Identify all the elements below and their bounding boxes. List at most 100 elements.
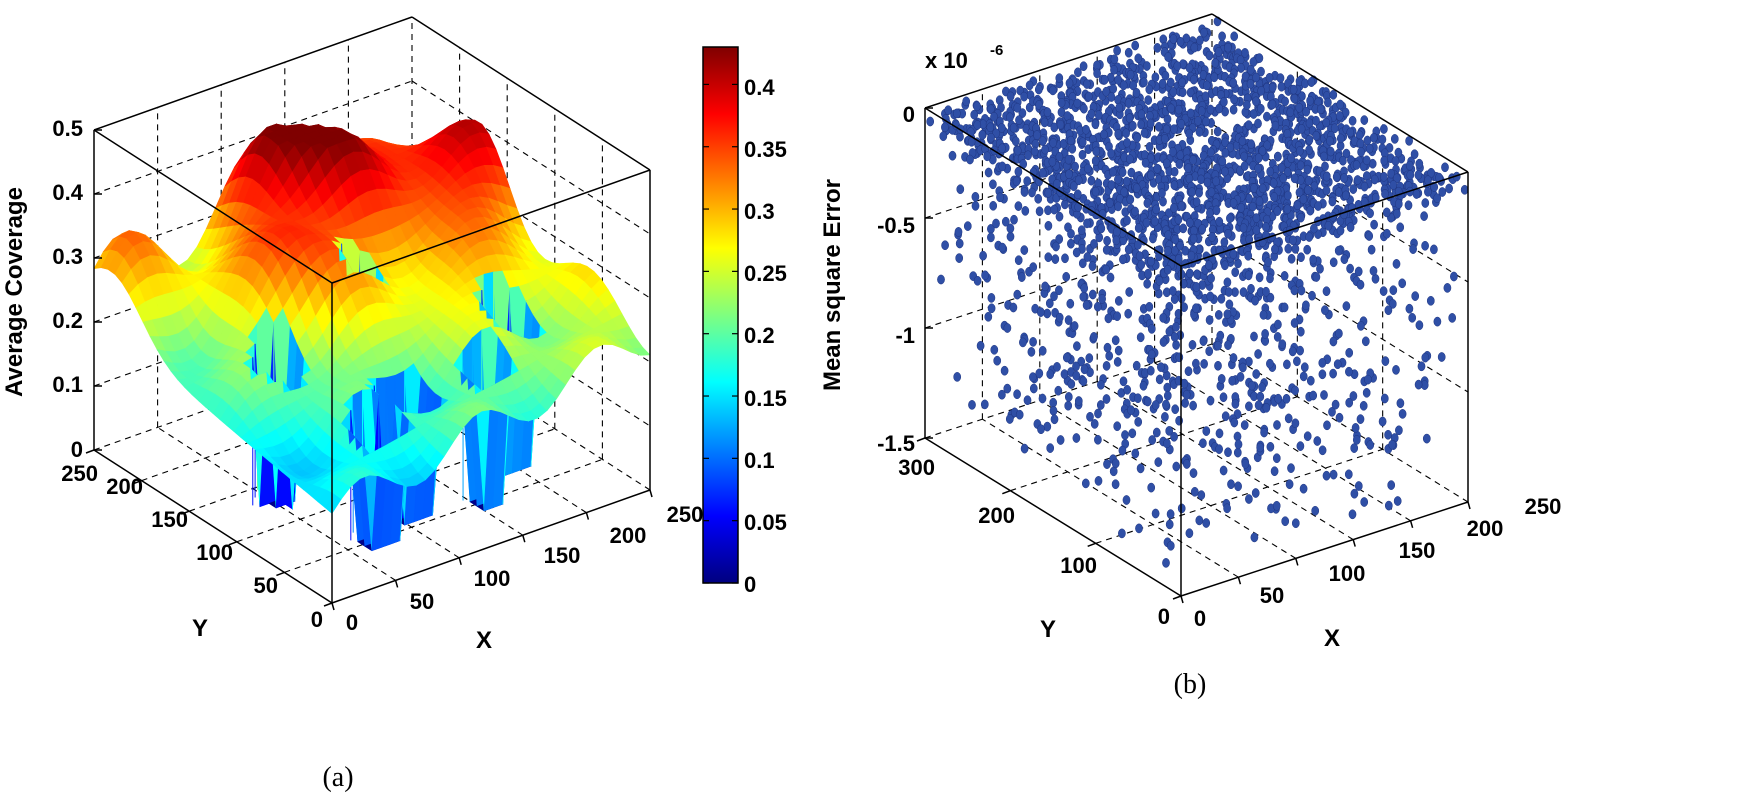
scatter-point (1233, 447, 1242, 458)
scatter-point (1339, 155, 1347, 166)
scatter-point (1379, 286, 1388, 296)
scatter-point (1053, 179, 1061, 189)
scatter-point (1260, 427, 1268, 438)
scatter-point (1072, 247, 1081, 258)
scatter-point (1126, 194, 1135, 205)
scatter-point (1003, 323, 1012, 333)
scatter-point (998, 389, 1006, 400)
scatter-point (1223, 503, 1231, 514)
scatter-point (1297, 285, 1306, 296)
scatter-point (1264, 257, 1272, 267)
x-tick-a-2: 100 (474, 566, 511, 591)
scatter-point (1299, 371, 1308, 382)
scatter-point (1252, 72, 1260, 83)
scatter-point (1189, 74, 1198, 85)
scatter-point (1287, 463, 1295, 473)
scatter-point (1189, 468, 1198, 478)
scatter-point (1216, 330, 1225, 341)
scatter-point (1352, 435, 1361, 445)
scatter-point (1277, 81, 1286, 92)
panel-label-a: (a) (322, 762, 353, 793)
scatter-point (1009, 302, 1018, 313)
scatter-point (1288, 346, 1297, 357)
scatter-point (1036, 307, 1045, 317)
scatter-point (1312, 130, 1321, 141)
scatter-point (1029, 337, 1037, 347)
scatter-point (1088, 289, 1097, 300)
scatter-point (1217, 374, 1226, 384)
z-tick-b-2: -1 (895, 323, 915, 348)
scatter-point (1006, 231, 1015, 242)
colorbar-tick-1: 0.05 (744, 510, 787, 535)
scatter-point (1438, 187, 1447, 197)
scatter-point (1445, 183, 1453, 194)
scatter-point (1136, 463, 1145, 474)
scatter-point (1184, 163, 1193, 173)
scatter-point (1103, 342, 1112, 353)
scatter-point (1124, 308, 1133, 319)
scatter-point (1422, 433, 1431, 444)
scatter-point (1329, 336, 1338, 347)
scatter-point (1114, 296, 1123, 306)
scatter-point (1144, 268, 1152, 279)
scatter-point (1081, 478, 1090, 489)
scatter-point (1185, 528, 1194, 539)
scatter-point (1124, 47, 1133, 58)
tick-mark-b (1087, 542, 1096, 548)
scatter-point (1378, 134, 1387, 145)
scatter-point (1312, 272, 1321, 282)
scatter-point (1302, 300, 1310, 311)
tick-mark-a (522, 534, 526, 543)
scatter-point (1093, 68, 1101, 79)
scatter-point (1077, 225, 1086, 236)
scatter-point (1148, 435, 1157, 445)
scatter-point (1132, 360, 1141, 371)
scatter-point (1326, 146, 1335, 157)
scatter-point (1460, 184, 1469, 195)
y-label-a: Y (192, 615, 208, 642)
scatter-point (1129, 80, 1138, 91)
scatter-point (1159, 313, 1168, 323)
scatter-point (1083, 252, 1092, 262)
scatter-point (1265, 72, 1274, 83)
scatter-point (1186, 87, 1195, 98)
scatter-point (1348, 509, 1357, 520)
scatter-point (952, 108, 961, 119)
scatter-point (1087, 175, 1096, 186)
z-label-b: Mean square Error (819, 179, 846, 391)
tick-mark-b (1237, 576, 1242, 585)
scatter-point (1290, 173, 1299, 184)
z-tick-a-3: 0.3 (52, 244, 83, 269)
scatter-point (978, 129, 987, 140)
scatter-point (1221, 260, 1229, 271)
scatter-point (1102, 361, 1111, 371)
scatter-point (1206, 147, 1215, 158)
scatter-point (984, 167, 993, 178)
scatter-point (1056, 119, 1065, 130)
colorbar-tick-3: 0.15 (744, 386, 787, 411)
scatter-point (1131, 206, 1139, 217)
scatter-point (1049, 85, 1057, 96)
scatter-point (1236, 372, 1245, 382)
scatter-point (1342, 190, 1350, 201)
scatter-point (1181, 398, 1189, 408)
scatter-point (1252, 369, 1261, 379)
scatter-point (1044, 252, 1053, 263)
scatter-point (1013, 102, 1022, 113)
scatter-point (1169, 34, 1178, 44)
scatter-point (990, 344, 999, 355)
scatter-point (1365, 231, 1374, 241)
scatter-point (1415, 158, 1424, 169)
scatter-point (1370, 219, 1378, 230)
scatter-point (1437, 352, 1446, 362)
scatter-point (1340, 173, 1348, 183)
colorbar-tick-7: 0.35 (744, 137, 787, 162)
z-tick-a-5: 0.5 (52, 116, 83, 141)
scatter-point (1028, 187, 1036, 198)
panel-a: 0 0.1 0.2 0.3 0.4 0.5 Average Coverage 0… (1, 16, 703, 793)
scatter-point (1090, 332, 1098, 342)
scatter-point (1124, 98, 1133, 109)
scatter-point (990, 111, 998, 122)
scatter-point (1297, 252, 1305, 263)
scatter-point (1014, 201, 1023, 211)
